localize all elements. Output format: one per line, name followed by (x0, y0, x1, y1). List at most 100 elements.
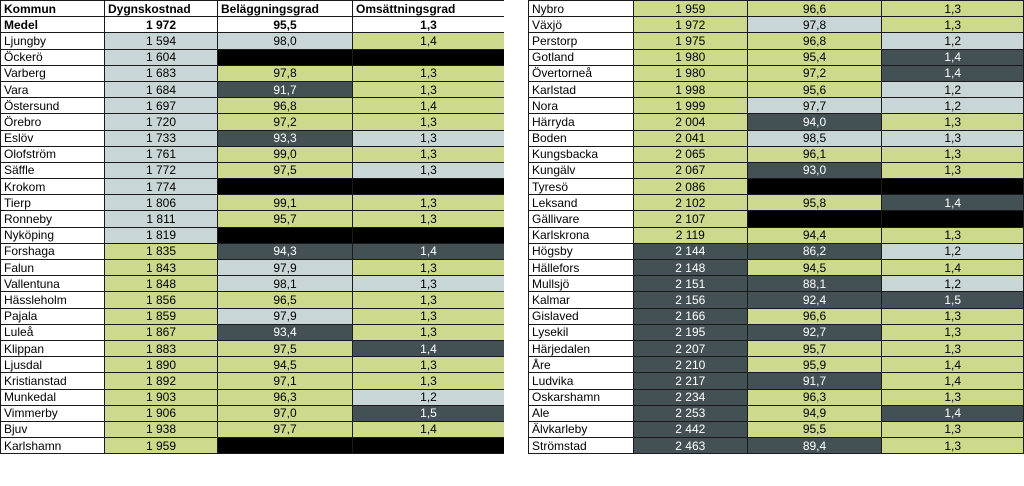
dygnskostnad-cell: 1 972 (632, 16, 748, 34)
table-row: Ljungby 1 594 98,0 1,4 (0, 32, 505, 50)
belaggningsgrad-cell: 95,9 (746, 356, 883, 374)
dygnskostnad-cell: 2 148 (632, 258, 748, 277)
table-row: Övertorneå 1 980 97,2 1,4 (528, 64, 1024, 82)
omsattningsgrad-cell: 1,3 (881, 16, 1024, 34)
belaggningsgrad-cell: 97,9 (217, 258, 353, 277)
kommun-cell: Luleå (0, 323, 105, 341)
kommun-cell: Ljungby (0, 32, 105, 50)
table-row: Kristianstad 1 892 97,1 1,3 (0, 372, 505, 390)
table-row: Nyköping 1 819 (0, 226, 505, 244)
belaggningsgrad-cell: 95,6 (746, 80, 883, 99)
dygnskostnad-cell: 1 697 (104, 97, 218, 115)
table-row: Lysekil 2 195 92,7 1,3 (528, 323, 1024, 341)
dygnskostnad-cell: 1 867 (104, 323, 218, 341)
table-row: Karlskrona 2 119 94,4 1,3 (528, 226, 1024, 244)
kommun-cell: Kungälv (528, 161, 634, 180)
dygnskostnad-cell: 2 065 (632, 145, 748, 163)
kommun-cell: Ludvika (528, 372, 634, 390)
dygnskostnad-cell: 2 151 (632, 275, 748, 293)
kommun-cell: Nybro (528, 0, 634, 18)
table-row: Varberg 1 683 97,8 1,3 (0, 64, 505, 82)
dygnskostnad-cell: 2 144 (632, 242, 748, 261)
table-row: Vallentuna 1 848 98,1 1,3 (0, 275, 505, 293)
omsattningsgrad-cell: 1,3 (352, 291, 505, 309)
omsattningsgrad-cell: 1,3 (881, 388, 1024, 406)
omsattningsgrad-cell: 1,3 (881, 420, 1024, 439)
belaggningsgrad-cell: 95,4 (746, 48, 883, 66)
table-row: Gislaved 2 166 96,6 1,3 (528, 307, 1024, 325)
omsattningsgrad-cell: 1,3 (881, 323, 1024, 341)
table-row: Eslöv 1 733 93,3 1,3 (0, 129, 505, 147)
kommun-cell: Härjedalen (528, 339, 634, 358)
dygnskostnad-cell: 2 041 (632, 129, 748, 147)
table-row: Hällefors 2 148 94,5 1,4 (528, 258, 1024, 277)
belaggningsgrad-cell: 96,5 (217, 291, 353, 309)
belaggningsgrad-cell (217, 226, 353, 244)
kommun-cell: Varberg (0, 64, 105, 82)
belaggningsgrad-cell: 94,0 (746, 113, 883, 131)
omsattningsgrad-cell: 1,2 (881, 32, 1024, 50)
dygnskostnad-cell: 1 938 (104, 420, 218, 439)
belaggningsgrad-cell: 95,7 (746, 339, 883, 358)
medel-row: Medel 1 972 95,5 1,3 (0, 16, 505, 34)
belaggningsgrad-cell: 89,4 (746, 437, 883, 455)
belaggningsgrad-cell (217, 48, 353, 66)
omsattningsgrad-cell: 1,3 (352, 307, 505, 325)
kommun-cell: Karlskrona (528, 226, 634, 244)
left-table-body: Kommun Dygnskostnad Beläggningsgrad Omsä… (0, 0, 505, 455)
belaggningsgrad-cell: 86,2 (746, 242, 883, 261)
omsattningsgrad-cell: 1,3 (352, 210, 505, 228)
kommun-cell: Forshaga (0, 242, 105, 261)
omsattningsgrad-cell (881, 210, 1024, 228)
kommun-cell: Nora (528, 97, 634, 115)
table-row: Härjedalen 2 207 95,7 1,3 (528, 339, 1024, 358)
belaggningsgrad-cell: 96,1 (746, 145, 883, 163)
kommun-cell: Bjuv (0, 420, 105, 439)
kommun-cell: Oskarshamn (528, 388, 634, 406)
omsattningsgrad-cell: 1,3 (352, 161, 505, 180)
medel-omsattningsgrad: 1,3 (352, 16, 505, 34)
omsattningsgrad-cell: 1,4 (352, 242, 505, 261)
table-row: Mullsjö 2 151 88,1 1,2 (528, 275, 1024, 293)
table-row: Ronneby 1 811 95,7 1,3 (0, 210, 505, 228)
medel-belaggningsgrad: 95,5 (217, 16, 353, 34)
belaggningsgrad-cell: 98,0 (217, 32, 353, 50)
belaggningsgrad-cell: 93,3 (217, 129, 353, 147)
dygnskostnad-cell: 2 234 (632, 388, 748, 406)
dygnskostnad-cell: 2 119 (632, 226, 748, 244)
belaggningsgrad-cell (746, 178, 883, 196)
medel-label: Medel (0, 16, 105, 34)
table-row: Ludvika 2 217 91,7 1,4 (528, 372, 1024, 390)
kommun-cell: Kungsbacka (528, 145, 634, 163)
omsattningsgrad-cell: 1,3 (352, 80, 505, 99)
belaggningsgrad-cell: 92,4 (746, 291, 883, 309)
dygnskostnad-cell: 1 856 (104, 291, 218, 309)
table-row: Krokom 1 774 (0, 178, 505, 196)
table-row: Hässleholm 1 856 96,5 1,3 (0, 291, 505, 309)
table-row: Gällivare 2 107 (528, 210, 1024, 228)
belaggningsgrad-cell: 98,5 (746, 129, 883, 147)
kommun-cell: Perstorp (528, 32, 634, 50)
omsattningsgrad-cell: 1,3 (352, 275, 505, 293)
belaggningsgrad-cell: 99,1 (217, 194, 353, 212)
omsattningsgrad-cell: 1,3 (881, 226, 1024, 244)
belaggningsgrad-cell: 94,3 (217, 242, 353, 261)
table-row: Perstorp 1 975 96,8 1,2 (528, 32, 1024, 50)
belaggningsgrad-cell: 99,0 (217, 145, 353, 163)
belaggningsgrad-cell: 96,8 (217, 97, 353, 115)
kommun-cell: Övertorneå (528, 64, 634, 82)
dygnskostnad-cell: 2 102 (632, 194, 748, 212)
kommun-cell: Härryda (528, 113, 634, 131)
omsattningsgrad-cell: 1,4 (352, 32, 505, 50)
omsattningsgrad-cell: 1,3 (881, 145, 1024, 163)
dygnskostnad-cell: 1 998 (632, 80, 748, 99)
table-row: Klippan 1 883 97,5 1,4 (0, 339, 505, 358)
kommun-cell: Gotland (528, 48, 634, 66)
table-row: Tierp 1 806 99,1 1,3 (0, 194, 505, 212)
table-row: Boden 2 041 98,5 1,3 (528, 129, 1024, 147)
table-row: Strömstad 2 463 89,4 1,3 (528, 437, 1024, 455)
left-table: Kommun Dygnskostnad Beläggningsgrad Omsä… (0, 0, 505, 455)
kommun-cell: Vallentuna (0, 275, 105, 293)
omsattningsgrad-cell: 1,3 (881, 307, 1024, 325)
omsattningsgrad-cell: 1,3 (352, 129, 505, 147)
